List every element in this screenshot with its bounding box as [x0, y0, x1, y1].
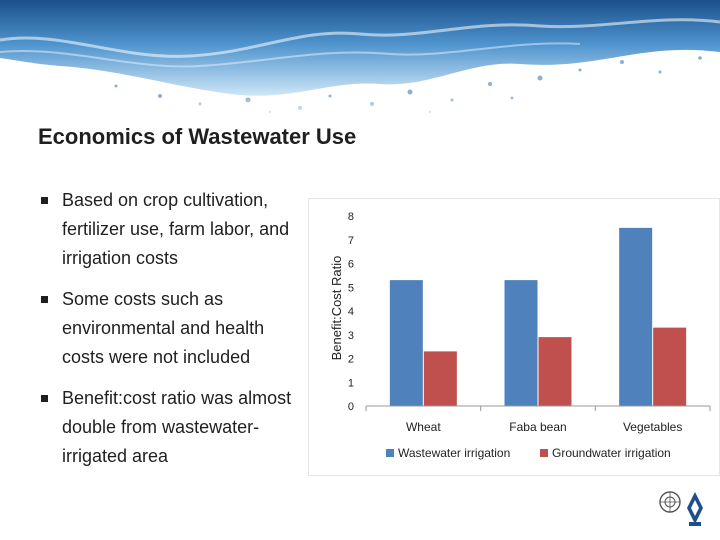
y-tick-label: 6 — [348, 259, 354, 271]
y-tick-label: 0 — [348, 401, 354, 413]
bullet-text: Some costs such as environmental and hea… — [62, 289, 265, 367]
legend-label: Wastewater irrigation — [398, 446, 510, 460]
bullet-text: Based on crop cultivation, fertilizer us… — [62, 190, 290, 268]
x-tick-label: Wheat — [406, 420, 441, 434]
legend-label: Groundwater irrigation — [552, 446, 671, 460]
bullet-square-icon — [41, 197, 48, 204]
water-splash-banner — [0, 0, 720, 120]
y-tick-label: 2 — [348, 354, 354, 366]
chart-legend: Wastewater irrigation Groundwater irrigat… — [386, 446, 671, 460]
bullet-item: Benefit:cost ratio was almost double fro… — [40, 384, 302, 471]
slide-title: Economics of Wastewater Use — [38, 124, 357, 149]
y-tick-label: 5 — [348, 282, 354, 294]
benefit-cost-chart: Benefit:Cost Ratio 0 1 2 3 4 5 6 7 8 Wheat Faba b… — [308, 198, 720, 476]
bullet-text: Benefit:cost ratio was almost double fro… — [62, 388, 292, 466]
y-tick-label: 1 — [348, 377, 354, 389]
bullet-square-icon — [41, 395, 48, 402]
legend-swatch — [386, 449, 394, 457]
y-tick-label: 4 — [348, 306, 354, 318]
bar-wastewater — [504, 280, 538, 406]
y-axis: 0 1 2 3 4 5 6 7 8 — [348, 211, 354, 413]
bars — [389, 227, 687, 406]
university-logo-icon — [687, 492, 703, 526]
bar-groundwater — [423, 351, 457, 406]
legend-swatch — [540, 449, 548, 457]
y-axis-label: Benefit:Cost Ratio — [329, 256, 344, 361]
y-tick-label: 7 — [348, 235, 354, 247]
bar-wastewater — [619, 227, 653, 406]
un-emblem-icon — [659, 491, 681, 513]
bar-wastewater — [389, 280, 423, 406]
bar-groundwater — [653, 327, 687, 406]
x-tick-label: Faba bean — [509, 420, 566, 434]
bullet-item: Some costs such as environmental and hea… — [40, 285, 302, 372]
x-tick-label: Vegetables — [623, 420, 682, 434]
y-tick-label: 3 — [348, 330, 354, 342]
logos — [659, 491, 703, 526]
bullet-square-icon — [41, 296, 48, 303]
x-axis: Wheat Faba bean Vegetables — [365, 406, 711, 434]
bar-groundwater — [538, 337, 572, 406]
y-tick-label: 8 — [348, 211, 354, 223]
bullet-item: Based on crop cultivation, fertilizer us… — [40, 186, 302, 273]
bullet-list: Based on crop cultivation, fertilizer us… — [40, 186, 302, 483]
